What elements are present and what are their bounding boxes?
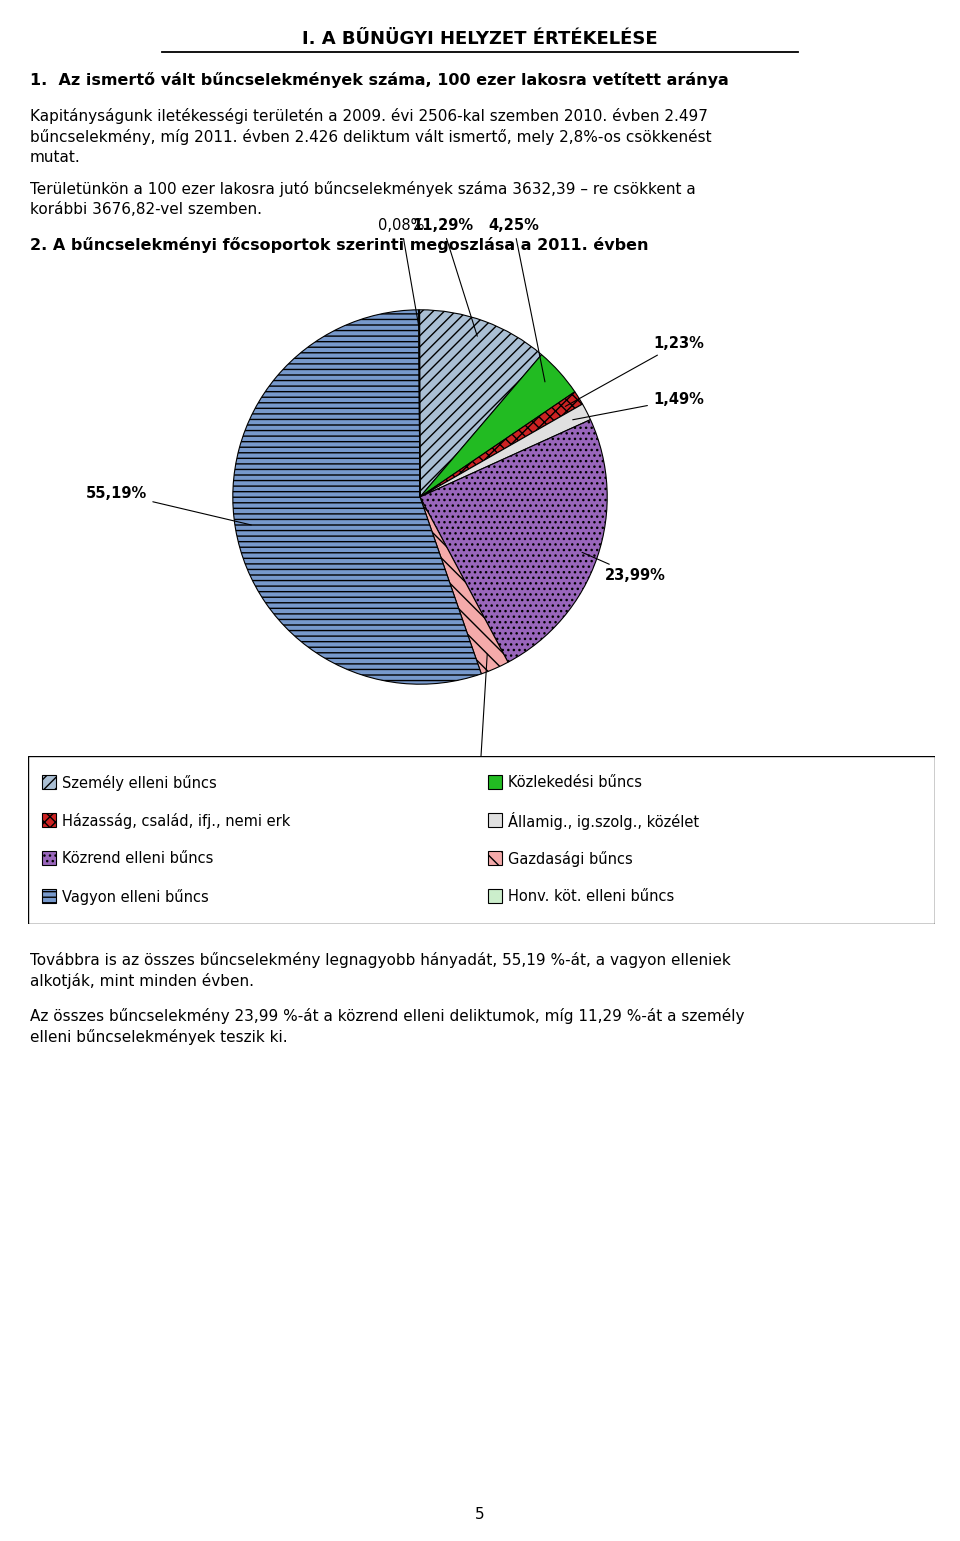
- Text: Személy elleni bűncs: Személy elleni bűncs: [62, 775, 217, 791]
- Text: Kapitányságunk iletékességi területén a 2009. évi 2506-kal szemben 2010. évben 2: Kapitányságunk iletékességi területén a …: [30, 108, 708, 123]
- Text: korábbi 3676,82-vel szemben.: korábbi 3676,82-vel szemben.: [30, 202, 262, 217]
- Text: 2. A bűncselekményi főcsoportok szerinti megoszlása a 2011. évben: 2. A bűncselekményi főcsoportok szerinti…: [30, 237, 649, 253]
- Text: 0,08%: 0,08%: [378, 219, 424, 325]
- Text: Továbbra is az összes bűncselekmény legnagyobb hányadát, 55,19 %-át, a vagyon el: Továbbra is az összes bűncselekmény legn…: [30, 952, 731, 968]
- Text: Honv. köt. elleni bűncs: Honv. köt. elleni bűncs: [508, 889, 674, 905]
- Bar: [42, 812, 56, 828]
- Bar: [488, 812, 502, 828]
- Bar: [42, 851, 56, 865]
- Wedge shape: [420, 391, 583, 498]
- Text: Házasság, család, ifj., nemi erk: Házasság, család, ifj., nemi erk: [62, 812, 290, 829]
- Text: Közrend elleni bűncs: Közrend elleni bűncs: [62, 851, 213, 866]
- Wedge shape: [233, 310, 481, 684]
- Wedge shape: [420, 310, 541, 498]
- Text: 5: 5: [475, 1507, 485, 1523]
- Wedge shape: [420, 419, 607, 663]
- Text: 11,29%: 11,29%: [412, 219, 477, 336]
- Text: elleni bűncselekmények teszik ki.: elleni bűncselekmények teszik ki.: [30, 1029, 288, 1045]
- Bar: [42, 889, 56, 903]
- Text: Területünkön a 100 ezer lakosra jutó bűncselekmények száma 3632,39 – re csökkent: Területünkön a 100 ezer lakosra jutó bűn…: [30, 180, 696, 197]
- Bar: [488, 775, 502, 789]
- Text: Gazdasági bűncs: Gazdasági bűncs: [508, 851, 633, 866]
- Text: 1,49%: 1,49%: [573, 391, 704, 419]
- Text: alkotják, mint minden évben.: alkotják, mint minden évben.: [30, 972, 254, 989]
- Text: I. A BŰNÜGYI HELYZET ÉRTÉKELÉSE: I. A BŰNÜGYI HELYZET ÉRTÉKELÉSE: [302, 29, 658, 48]
- Text: Közlekedési bűncs: Közlekedési bűncs: [508, 775, 642, 791]
- Wedge shape: [420, 404, 590, 498]
- Text: 4,25%: 4,25%: [489, 219, 545, 382]
- Wedge shape: [420, 354, 575, 498]
- Bar: [42, 775, 56, 789]
- Wedge shape: [420, 498, 508, 673]
- Text: Államig., ig.szolg., közélet: Államig., ig.szolg., közélet: [508, 812, 699, 829]
- Text: 55,19%: 55,19%: [86, 485, 252, 525]
- Text: bűncselekmény, míg 2011. évben 2.426 deliktum vált ismertő, mely 2,8%-os csökken: bűncselekmény, míg 2011. évben 2.426 del…: [30, 129, 711, 145]
- Text: Vagyon elleni bűncs: Vagyon elleni bűncs: [62, 889, 208, 905]
- Text: 1.  Az ismertő vált bűncselekmények száma, 100 ezer lakosra vetített aránya: 1. Az ismertő vált bűncselekmények száma…: [30, 72, 729, 88]
- Wedge shape: [419, 310, 420, 498]
- Text: 23,99%: 23,99%: [582, 552, 665, 582]
- Text: 1,23%: 1,23%: [565, 336, 704, 407]
- Text: mutat.: mutat.: [30, 149, 81, 165]
- Bar: [488, 889, 502, 903]
- Text: 2,48%: 2,48%: [454, 655, 505, 781]
- Text: Az összes bűncselekmény 23,99 %-át a közrend elleni deliktumok, míg 11,29 %-át a: Az összes bűncselekmény 23,99 %-át a köz…: [30, 1008, 745, 1023]
- Bar: [488, 851, 502, 865]
- FancyBboxPatch shape: [28, 755, 935, 923]
